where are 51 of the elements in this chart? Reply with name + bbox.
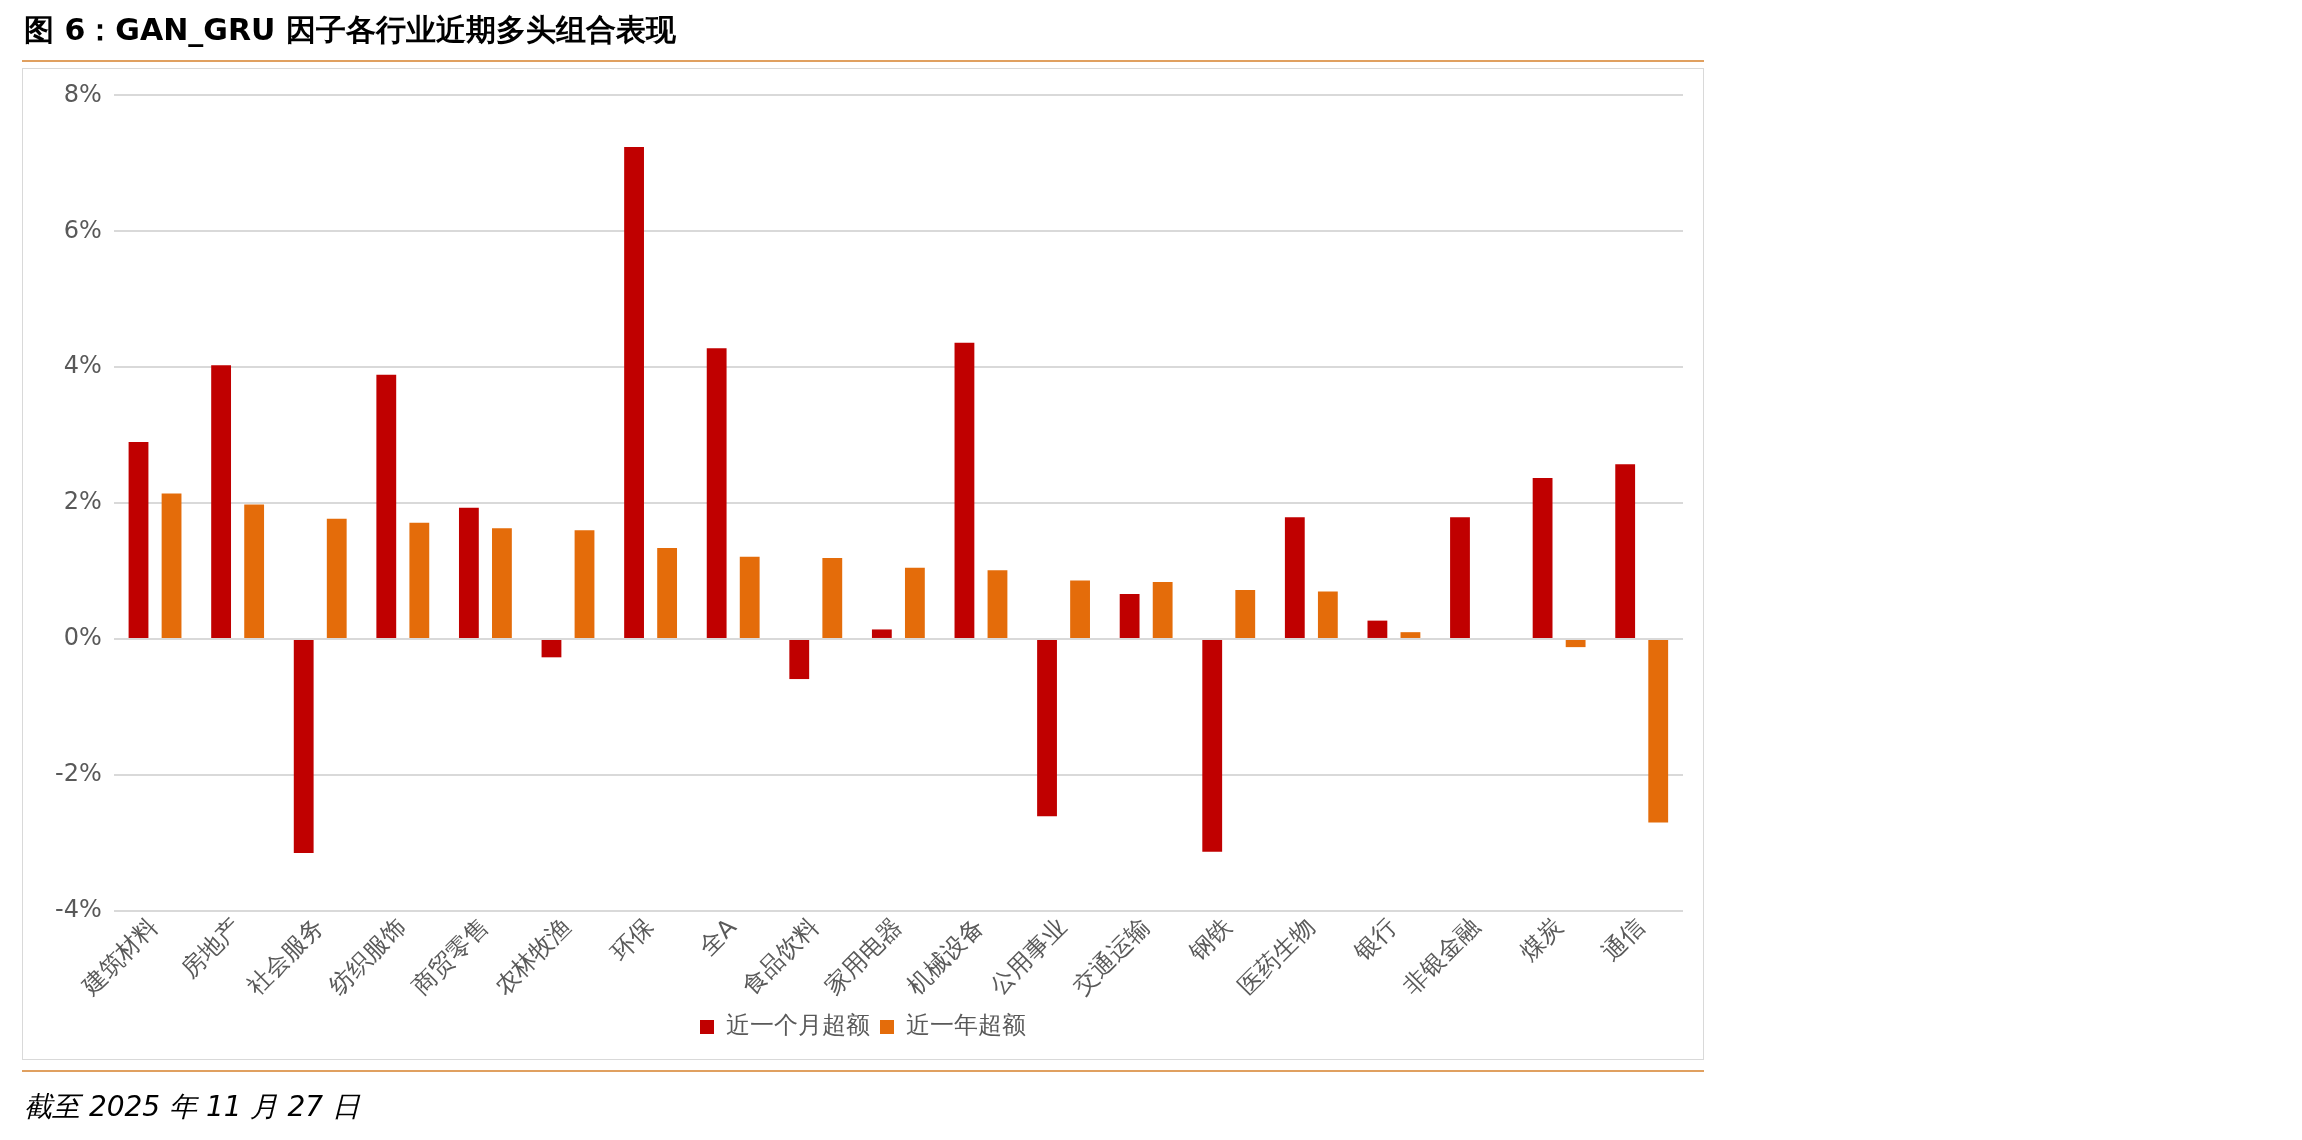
bar	[574, 530, 595, 638]
bar	[987, 570, 1008, 638]
bar	[541, 639, 562, 658]
bar	[1037, 639, 1057, 817]
x-tick-label: 环保	[605, 912, 660, 967]
bar	[1450, 517, 1470, 638]
bar	[1119, 594, 1140, 638]
bar	[128, 441, 149, 638]
bar	[161, 493, 182, 638]
bar	[954, 342, 975, 638]
bar	[822, 558, 843, 638]
bar	[1202, 639, 1223, 852]
bar	[1235, 590, 1256, 638]
y-tick-label: 4%	[63, 351, 102, 380]
bar	[904, 567, 925, 638]
legend-label: 近一年超额	[906, 1011, 1026, 1040]
y-tick-label: 0%	[63, 623, 102, 652]
legend-label: 近一个月超额	[726, 1011, 870, 1040]
bar	[244, 504, 265, 638]
bar	[871, 629, 892, 638]
bar	[1532, 477, 1553, 638]
bar	[1070, 580, 1090, 638]
bar	[326, 518, 347, 638]
bar	[293, 639, 314, 853]
chart-title: 图 6：GAN_GRU 因子各行业近期多头组合表现	[24, 11, 676, 49]
bar	[492, 528, 512, 638]
bar	[1648, 639, 1669, 823]
bar	[789, 639, 810, 680]
bar	[211, 365, 232, 638]
bar	[706, 348, 727, 638]
bar	[376, 374, 397, 638]
bar	[1400, 632, 1421, 638]
bar	[409, 522, 430, 638]
bar	[657, 547, 678, 638]
bar	[458, 507, 479, 638]
bar	[1615, 464, 1636, 638]
y-tick-label: -4%	[55, 894, 102, 923]
bar	[624, 147, 644, 638]
bar	[1284, 517, 1305, 638]
x-tick-label: 通信	[1596, 912, 1651, 967]
bar	[1152, 581, 1173, 638]
text: 截至 2025 年 11 月 27 日	[24, 1089, 360, 1125]
y-tick-label: 8%	[63, 79, 102, 108]
y-tick-label: 2%	[63, 487, 102, 516]
bar	[1367, 620, 1388, 638]
y-tick-label: 6%	[63, 215, 102, 244]
y-tick-label: -2%	[55, 759, 102, 788]
bar	[739, 556, 760, 638]
bar	[1565, 639, 1586, 648]
bar	[1317, 591, 1338, 638]
x-tick-label: 煤炭	[1514, 912, 1568, 967]
